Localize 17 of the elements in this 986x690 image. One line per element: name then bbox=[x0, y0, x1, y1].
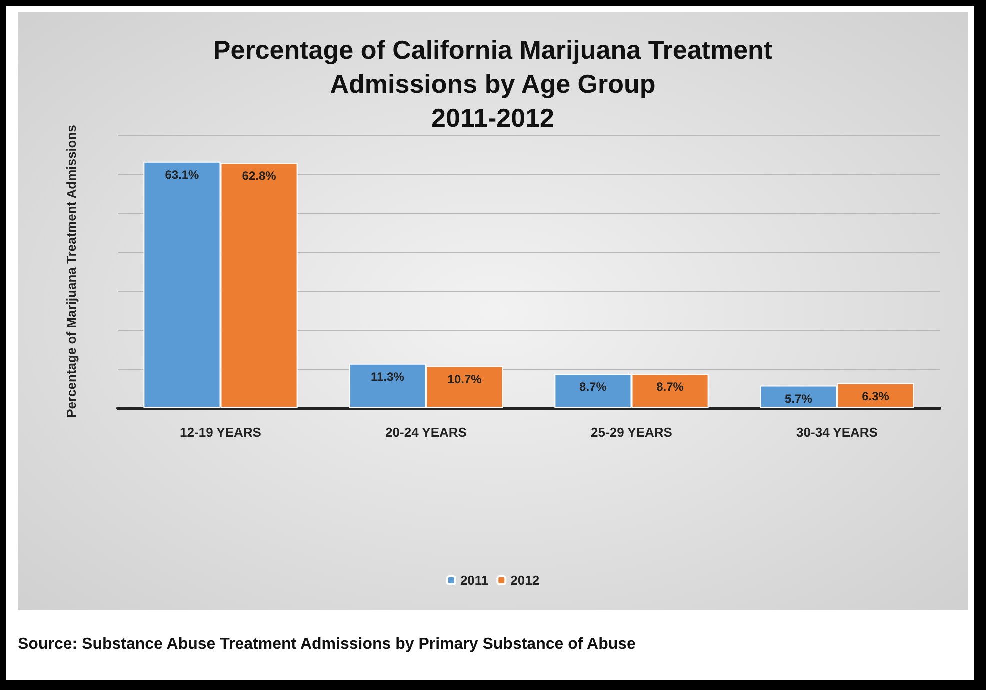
x-tick-label: 12-19 YEARS bbox=[180, 425, 262, 440]
chart-title: Percentage of California Marijuana Treatment Admissions by Age Group 2011-2012 bbox=[213, 35, 773, 133]
data-label: 8.7% bbox=[656, 380, 684, 394]
data-label: 11.3% bbox=[371, 370, 405, 384]
data-label: 5.7% bbox=[785, 392, 813, 406]
data-label: 10.7% bbox=[448, 372, 482, 386]
x-tick-label: 20-24 YEARS bbox=[386, 425, 468, 440]
x-tick-label: 25-29 YEARS bbox=[591, 425, 673, 440]
data-label: 6.3% bbox=[862, 389, 890, 404]
x-tick-label: 30-34 YEARS bbox=[796, 425, 878, 440]
data-label: 8.7% bbox=[580, 380, 608, 394]
data-label: 63.1% bbox=[165, 168, 200, 182]
source-note: Source: Substance Abuse Treatment Admissions by Primary Substance of Abuse bbox=[18, 636, 636, 654]
data-label: 62.8% bbox=[242, 169, 277, 184]
legend-label: 2012 bbox=[510, 573, 540, 588]
y-axis-title: Percentage of Marijuana Treatment Admissions bbox=[64, 125, 79, 418]
legend-label: 2011 bbox=[460, 573, 489, 588]
